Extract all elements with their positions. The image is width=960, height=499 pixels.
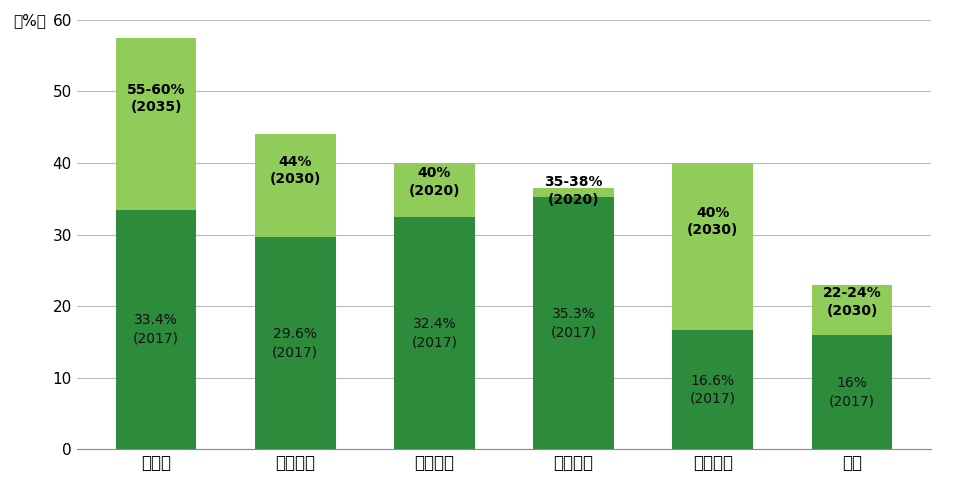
Text: 29.6%
(2017): 29.6% (2017) (273, 327, 318, 359)
Bar (115, 210, 197, 449)
Bar (533, 197, 614, 449)
Bar (533, 188, 614, 197)
Text: 44%
(2030): 44% (2030) (270, 155, 321, 186)
Bar (672, 330, 754, 449)
Text: 16.6%
(2017): 16.6% (2017) (690, 374, 735, 406)
Text: 35.3%
(2017): 35.3% (2017) (551, 307, 596, 339)
Text: 16%
(2017): 16% (2017) (829, 376, 875, 408)
Text: 55-60%
(2035): 55-60% (2035) (127, 82, 185, 114)
Y-axis label: （%）: （%） (13, 13, 46, 28)
Text: 40%
(2030): 40% (2030) (687, 206, 738, 237)
Bar (672, 163, 754, 330)
Bar (811, 335, 893, 449)
Bar (254, 238, 336, 449)
Text: 22-24%
(2030): 22-24% (2030) (823, 286, 881, 318)
Bar (394, 218, 475, 449)
Text: 35-38%
(2020): 35-38% (2020) (544, 175, 603, 207)
Bar (254, 134, 336, 238)
Bar (394, 163, 475, 218)
Text: 32.4%
(2017): 32.4% (2017) (412, 317, 457, 349)
Text: 33.4%
(2017): 33.4% (2017) (133, 313, 179, 346)
Text: 40%
(2020): 40% (2020) (409, 166, 460, 198)
Bar (811, 284, 893, 335)
Bar (115, 38, 197, 210)
